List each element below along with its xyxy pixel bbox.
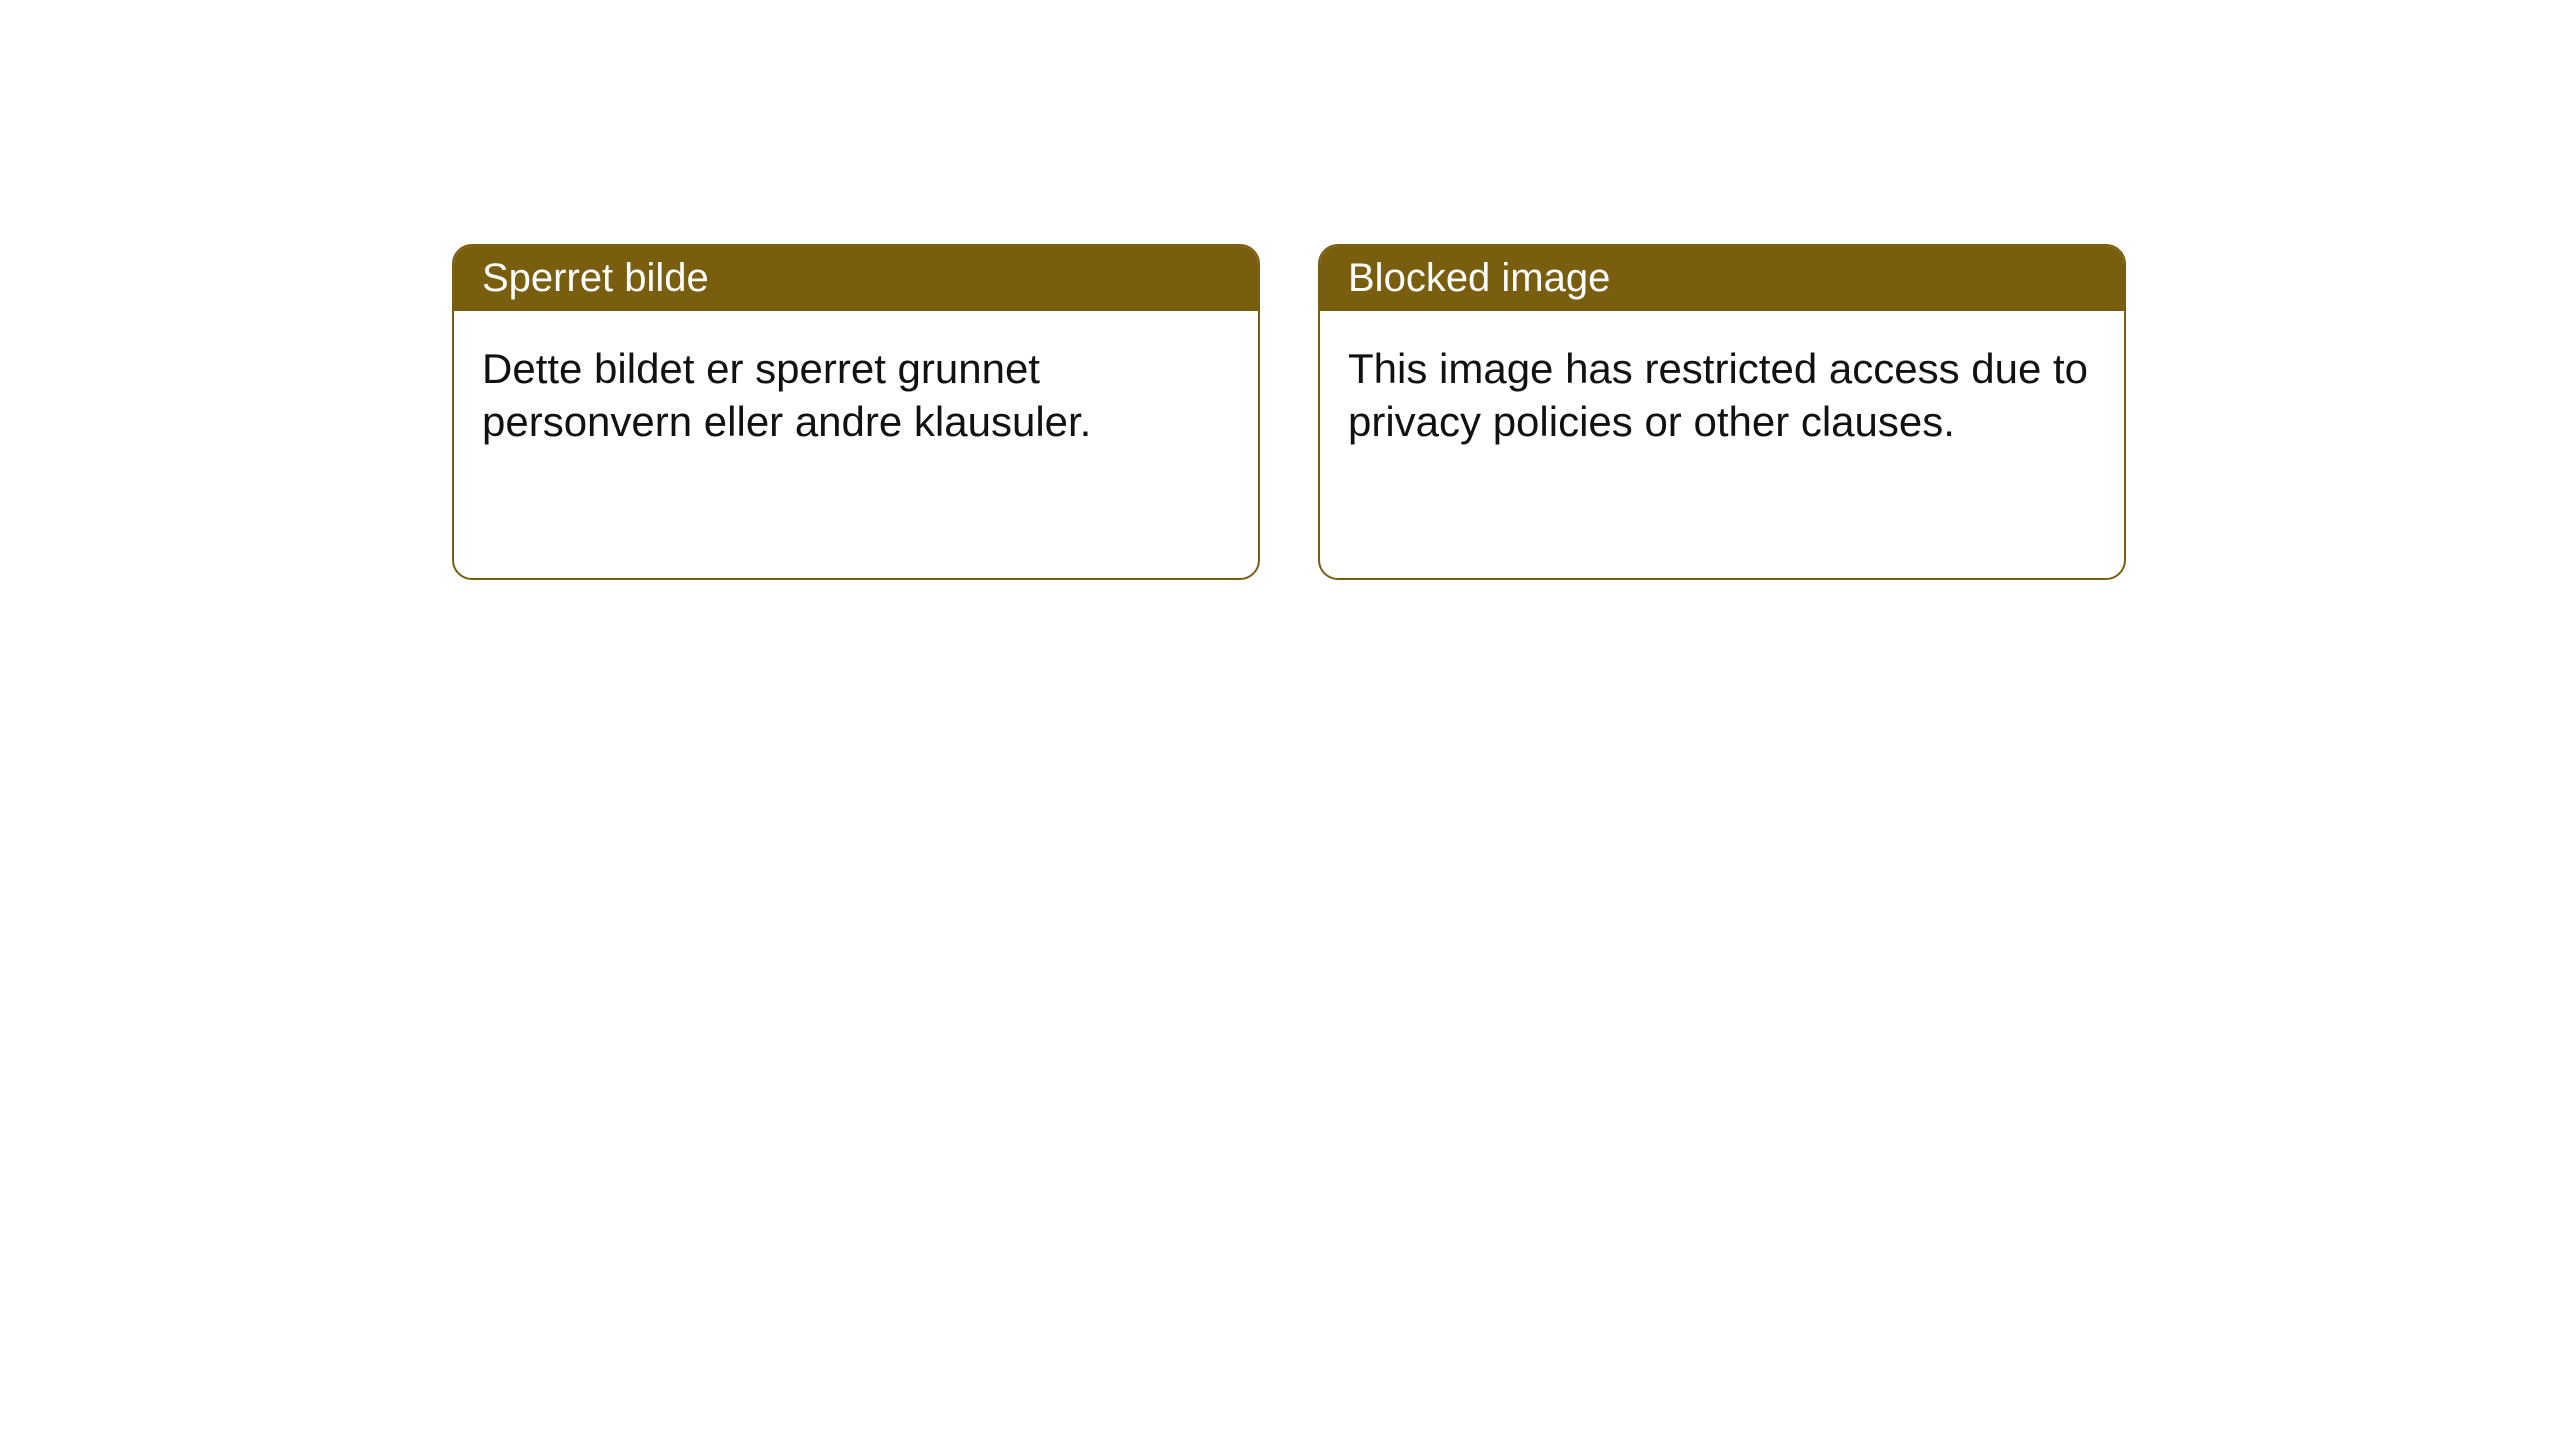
notice-cards-row: Sperret bilde Dette bildet er sperret gr… <box>0 0 2560 580</box>
card-body: This image has restricted access due to … <box>1320 311 2124 480</box>
card-header: Blocked image <box>1320 246 2124 311</box>
card-header: Sperret bilde <box>454 246 1258 311</box>
card-title: Sperret bilde <box>482 256 709 300</box>
card-message: Dette bildet er sperret grunnet personve… <box>482 345 1091 445</box>
card-title: Blocked image <box>1348 256 1610 300</box>
blocked-image-card-en: Blocked image This image has restricted … <box>1318 244 2126 580</box>
card-message: This image has restricted access due to … <box>1348 345 2088 445</box>
blocked-image-card-no: Sperret bilde Dette bildet er sperret gr… <box>452 244 1260 580</box>
card-body: Dette bildet er sperret grunnet personve… <box>454 311 1258 480</box>
